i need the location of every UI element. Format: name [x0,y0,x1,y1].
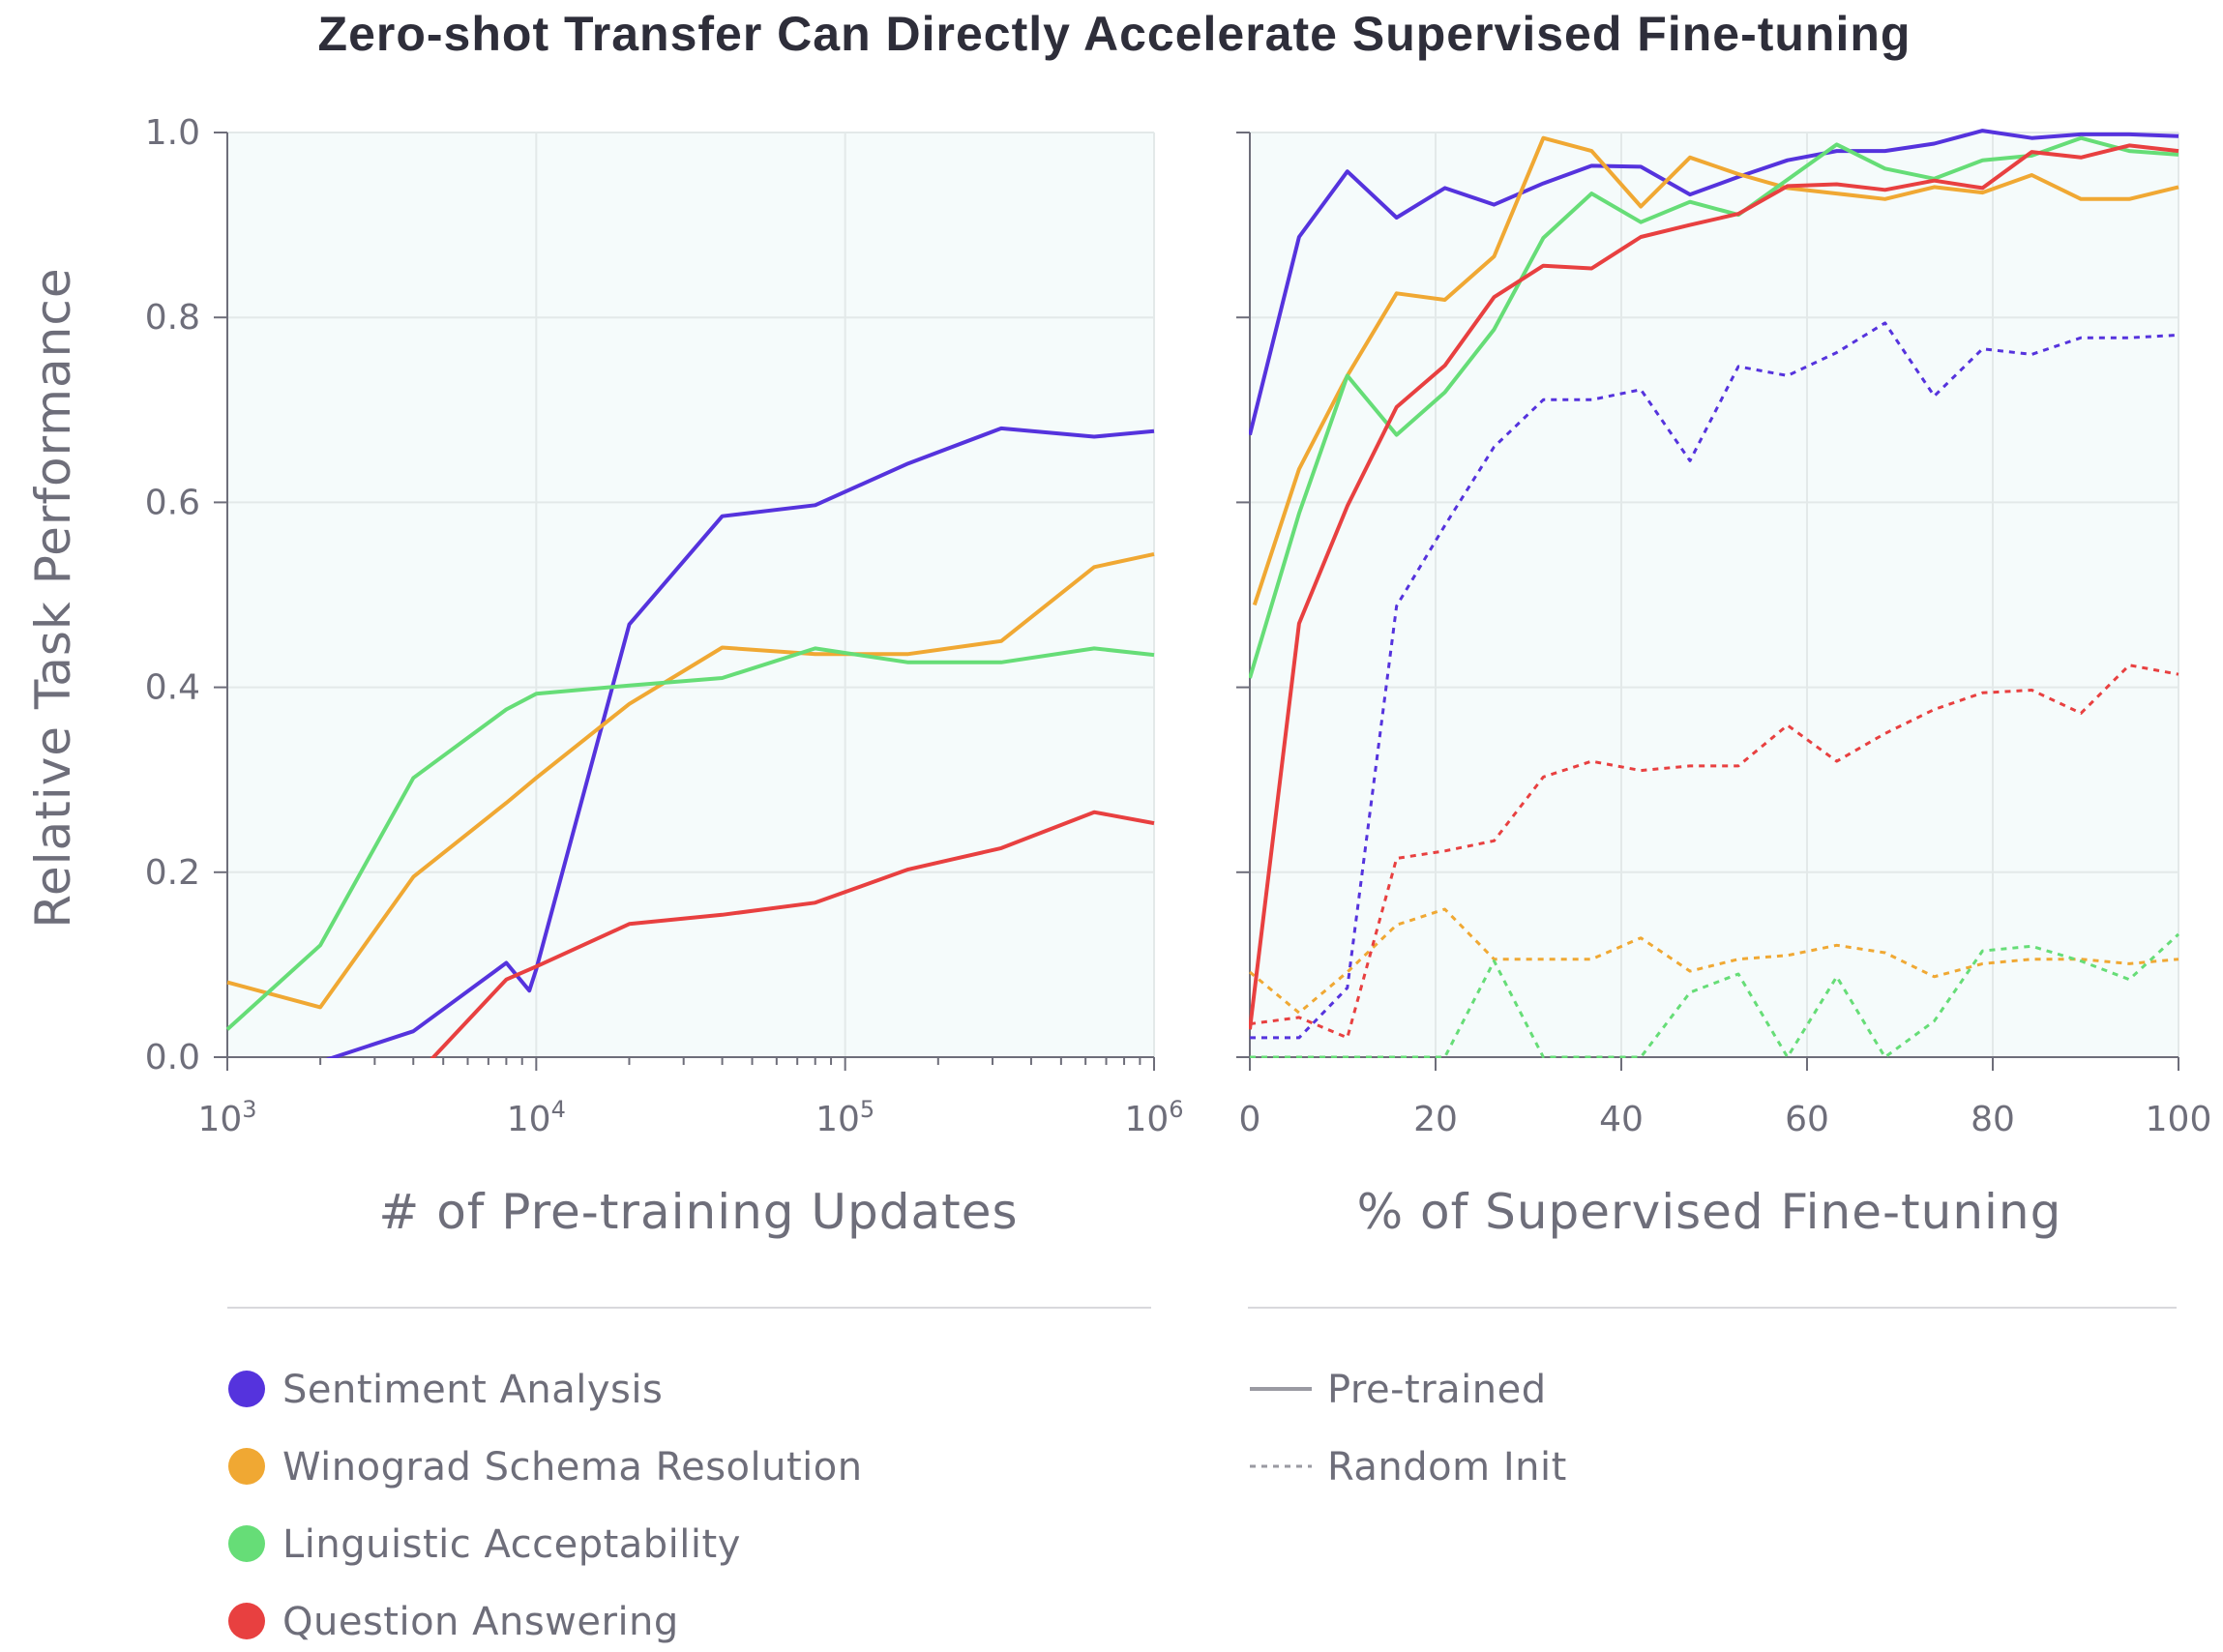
right-x-axis-label: % of Supervised Fine-tuning [1357,1184,2062,1240]
sentiment-analysis-pre-trained-line [1249,129,2179,436]
left-x-tick-label: 105 [815,1096,874,1139]
left-plot-background [227,133,1154,1057]
winograd-schema-resolution-legend-swatch [228,1448,265,1485]
right-x-tick-label: 100 [2146,1100,2212,1139]
right-x-tick-label: 40 [1599,1100,1644,1139]
right-plot-background [1250,133,2179,1057]
y-tick-label: 0.6 [145,483,200,522]
y-tick-label: 0.4 [145,668,200,708]
sentiment-analysis-pre-trained-line [325,426,1155,1058]
legend-tasks: Sentiment Analysis Winograd Schema Resolu… [228,1368,863,1644]
linguistic-acceptability-random-init-line [1250,932,2179,1058]
right-x-tick-label: 0 [1239,1100,1261,1139]
sentiment-analysis-legend-label: Sentiment Analysis [282,1368,663,1412]
winograd-schema-resolution-legend-label: Winograd Schema Resolution [282,1445,863,1490]
chart-title: Zero-shot Transfer Can Directly Accelera… [318,7,1912,61]
question-answering-pre-trained-line [430,810,1155,1058]
legend-styles: Pre-trained Random Init [1250,1368,1567,1490]
right-series-group [1249,129,2179,1058]
left-x-tick-label: 103 [197,1096,256,1139]
question-answering-random-init-line [1249,664,2179,1040]
y-axis-label: Relative Task Performance [25,267,81,928]
sentiment-analysis-random-init-line [1250,321,2179,1040]
winograd-schema-resolution-pre-trained-line [226,551,1155,1010]
winograd-schema-resolution-random-init-line [1249,907,2179,1015]
y-tick-label: 0.8 [145,298,200,338]
right-plot-panel: 0 20 40 60 80 100 [1236,129,2212,1139]
y-tick-label: 0.2 [145,853,200,893]
left-x-tick-label: 106 [1124,1096,1183,1139]
left-plot-panel: 0.0 0.2 0.4 0.6 0.8 1.0 103 104 105 106 [145,113,1184,1139]
right-x-tick-label: 20 [1413,1100,1458,1139]
linguistic-acceptability-legend-swatch [228,1525,265,1562]
y-tick-label: 0.0 [145,1038,200,1077]
linguistic-acceptability-legend-label: Linguistic Acceptability [282,1522,741,1567]
question-answering-legend-swatch [228,1603,265,1639]
y-tick-label: 1.0 [145,113,200,153]
random-init-legend-label: Random Init [1327,1445,1567,1490]
left-x-axis-label: # of Pre-training Updates [378,1184,1018,1240]
left-x-tick-label: 104 [507,1096,566,1139]
right-x-tick-label: 60 [1785,1100,1829,1139]
left-series-group [226,426,1155,1058]
winograd-schema-resolution-pre-trained-line [1252,135,2179,606]
question-answering-legend-label: Question Answering [282,1600,679,1644]
linguistic-acceptability-pre-trained-line [226,646,1155,1031]
right-x-tick-label: 80 [1971,1100,2015,1139]
pre-trained-legend-label: Pre-trained [1327,1368,1547,1412]
question-answering-pre-trained-line [1249,143,2179,1030]
sentiment-analysis-legend-swatch [228,1371,265,1407]
